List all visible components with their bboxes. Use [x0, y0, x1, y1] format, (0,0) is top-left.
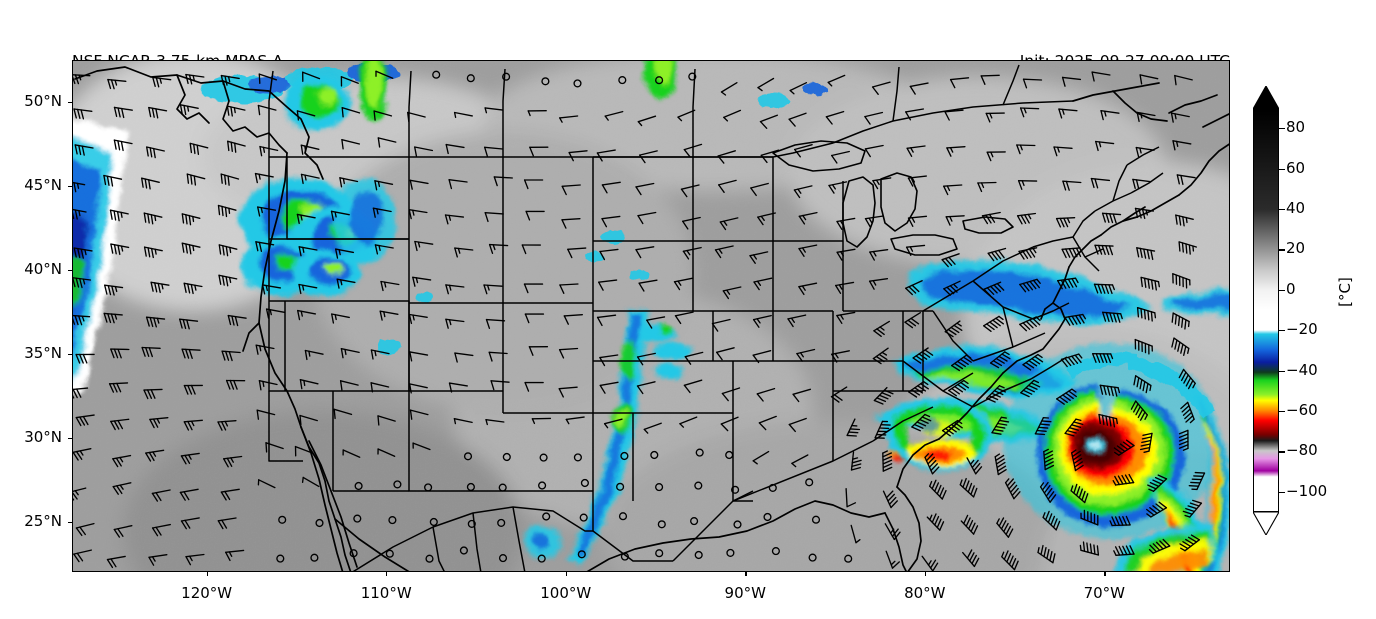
colorbar-max-arrow: [1253, 86, 1279, 109]
colorbar-tick-mark: [1279, 411, 1285, 413]
longitude-tick-label: 90°W: [724, 584, 766, 602]
longitude-tick-mark: [386, 572, 388, 576]
longitude-tick-label: 110°W: [360, 584, 412, 602]
latitude-tick-mark: [68, 101, 72, 104]
map-plot-area: [72, 60, 1230, 572]
colorbar-tick-mark: [1279, 249, 1285, 251]
latitude-tick-mark: [68, 185, 72, 188]
longitude-tick-label: 80°W: [904, 584, 946, 602]
colorbar-min-arrow: [1253, 512, 1279, 535]
latitude-tick-label: 30°N: [24, 427, 62, 446]
latitude-tick-label: 45°N: [24, 175, 62, 194]
colorbar-gradient: [1254, 109, 1278, 511]
latitude-tick-mark: [68, 353, 72, 356]
colorbar-tick-mark: [1279, 451, 1285, 453]
colorbar-tick-label: −40: [1286, 360, 1318, 379]
longitude-tick-label: 100°W: [540, 584, 592, 602]
colorbar-tick-mark: [1279, 289, 1285, 292]
latitude-tick-label: 50°N: [24, 91, 62, 110]
longitude-tick-mark: [1104, 572, 1106, 576]
longitude-tick-mark: [924, 572, 927, 576]
longitude-tick-mark: [565, 572, 568, 576]
colorbar-tick-mark: [1279, 209, 1285, 211]
latitude-tick-label: 35°N: [24, 343, 62, 362]
colorbar-tick-label: −20: [1286, 320, 1318, 339]
satellite-ir-map: [73, 61, 1229, 571]
colorbar-tick-label: −100: [1286, 481, 1328, 500]
latitude-tick-mark: [68, 269, 72, 272]
colorbar-tick-label: 20: [1286, 239, 1306, 258]
colorbar-gradient-body: [1253, 108, 1279, 512]
colorbar: [1253, 86, 1279, 535]
colorbar-tick-label: 80: [1286, 118, 1306, 137]
colorbar-tick-mark: [1279, 491, 1285, 494]
colorbar-tick-label: 0: [1286, 279, 1296, 298]
colorbar-tick-label: −60: [1286, 401, 1318, 419]
colorbar-tick-mark: [1279, 330, 1285, 332]
colorbar-title: [°C]: [1335, 277, 1354, 307]
latitude-tick-mark: [68, 521, 72, 523]
colorbar-tick-label: 40: [1286, 199, 1306, 217]
colorbar-tick-mark: [1279, 168, 1285, 170]
colorbar-tick-mark: [1279, 370, 1285, 372]
longitude-tick-label: 70°W: [1083, 584, 1126, 602]
colorbar-tick-label: −80: [1286, 441, 1318, 460]
longitude-tick-mark: [206, 572, 208, 576]
longitude-tick-label: 120°W: [181, 584, 233, 602]
colorbar-tick-mark: [1279, 128, 1285, 130]
longitude-tick-mark: [745, 572, 747, 576]
colorbar-tick-label: 60: [1286, 158, 1306, 177]
latitude-tick-label: 40°N: [24, 259, 62, 278]
latitude-tick-mark: [68, 437, 72, 439]
latitude-tick-label: 25°N: [24, 511, 62, 530]
